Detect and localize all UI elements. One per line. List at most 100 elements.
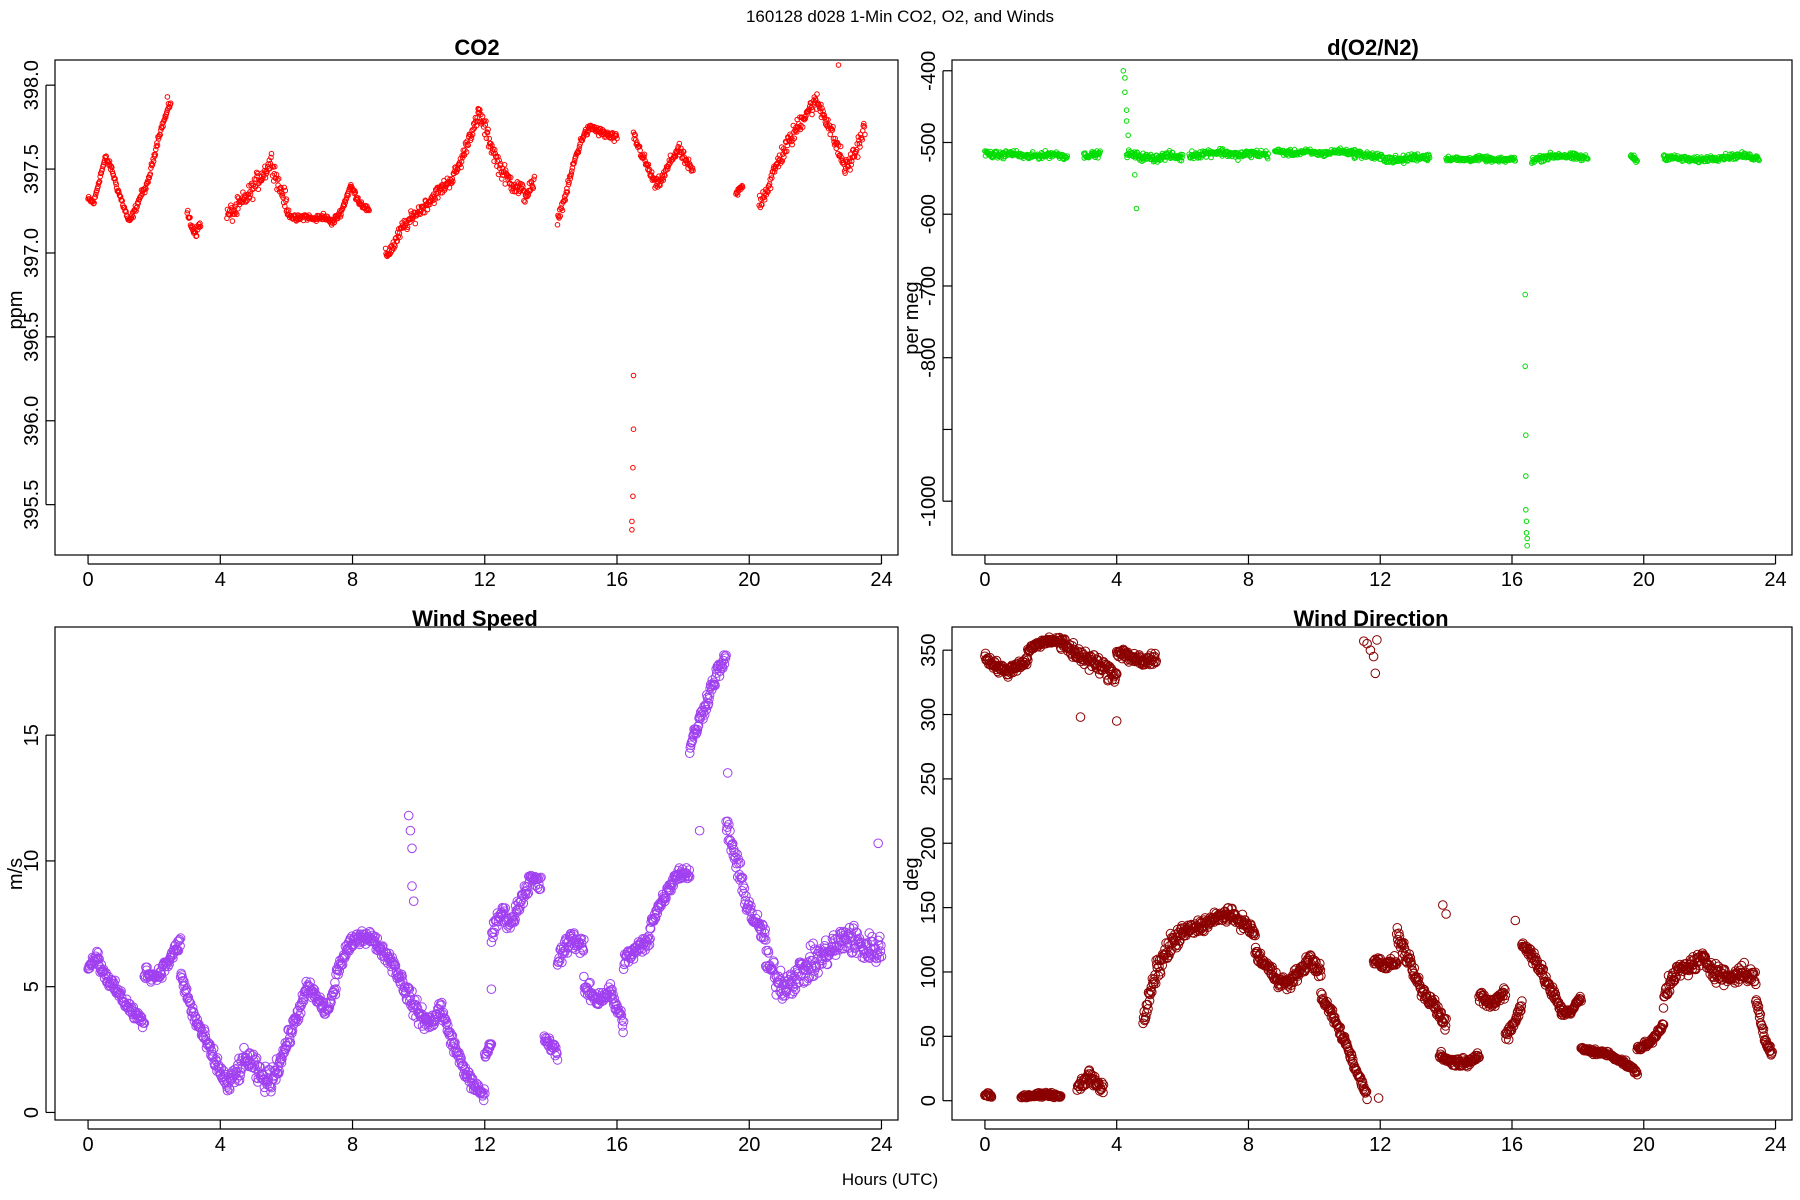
co2-point: [648, 169, 655, 175]
wind-direction-points: [980, 632, 1777, 1105]
co2-point: [153, 143, 160, 150]
wind-speed-point: [739, 883, 750, 894]
co2-point: [255, 186, 262, 193]
co2-point: [557, 213, 564, 219]
wind-speed-x-tick-label: 4: [215, 1134, 226, 1156]
co2-point: [269, 163, 275, 169]
wind-speed-point: [873, 838, 884, 849]
co2-point: [279, 191, 286, 197]
co2-point: [531, 176, 537, 183]
co2-point: [474, 115, 480, 121]
o2n2-x-tick-label: 0: [979, 569, 990, 591]
co2-point: [831, 139, 837, 145]
co2-point: [579, 137, 586, 144]
co2-point: [482, 122, 489, 128]
co2-point: [613, 132, 620, 139]
co2-panel: CO2 ppm 0 4 8 12 16 20 24395.5396.0396.5397.03…: [5, 35, 899, 591]
co2-point: [637, 147, 643, 154]
co2-point: [522, 199, 528, 205]
co2-point: [247, 191, 254, 197]
co2-point: [645, 161, 652, 168]
co2-point: [495, 153, 501, 160]
o2n2-y-tick-label: -800: [918, 338, 940, 378]
wind-speed-point: [407, 843, 417, 854]
co2-x-tick-label: 12: [474, 569, 496, 591]
o2n2-y-tick-label: -700: [918, 266, 940, 306]
co2-point: [92, 194, 98, 200]
co2-point: [821, 112, 828, 118]
o2n2-point: [1265, 151, 1271, 157]
co2-point: [680, 148, 687, 155]
o2n2-point: [1584, 155, 1590, 162]
co2-point: [859, 136, 866, 143]
co2-point: [394, 238, 401, 244]
co2-point: [231, 211, 238, 217]
co2-point: [106, 158, 113, 164]
co2-point: [507, 174, 514, 181]
wind-speed-x-tick-label: 0: [82, 1134, 93, 1156]
wind-speed-point: [407, 881, 417, 891]
co2-point: [266, 157, 273, 164]
co2-point: [531, 173, 538, 180]
co2-point: [448, 177, 455, 183]
co2-point: [143, 186, 149, 192]
co2-point: [847, 167, 853, 173]
co2-point: [630, 493, 636, 500]
co2-point: [861, 123, 868, 130]
o2n2-y-tick-label: -400: [918, 51, 940, 91]
co2-point: [505, 176, 511, 182]
wind-speed-point: [618, 1027, 628, 1038]
co2-point: [282, 187, 289, 194]
co2-point: [791, 135, 798, 142]
co2-point: [809, 111, 815, 118]
co2-point: [491, 158, 497, 165]
wind-speed-x-tick-label: 12: [474, 1134, 496, 1156]
co2-point: [197, 223, 204, 230]
co2-point: [569, 168, 575, 174]
co2-point: [689, 165, 696, 171]
co2-point: [799, 124, 806, 130]
co2-point: [112, 176, 118, 182]
co2-point: [450, 178, 456, 185]
co2-point: [521, 198, 527, 204]
co2-point: [584, 131, 591, 138]
co2-point: [484, 129, 491, 136]
o2n2-point: [1133, 205, 1140, 212]
co2-x-tick-label: 8: [347, 569, 358, 591]
co2-point: [826, 122, 833, 129]
co2-point: [396, 230, 403, 236]
co2-point: [147, 171, 154, 177]
co2-point: [264, 168, 270, 175]
co2-point: [123, 209, 129, 215]
co2-point: [187, 214, 193, 221]
o2n2-x-tick-label: 4: [1111, 569, 1122, 591]
wind-speed-point: [722, 768, 733, 778]
o2n2-point: [1064, 153, 1071, 159]
co2-point: [409, 216, 416, 222]
o2n2-point: [1522, 363, 1528, 370]
o2n2-x-tick-label: 8: [1243, 569, 1254, 591]
co2-point: [563, 192, 569, 198]
co2-y-tick-label: 397.5: [21, 144, 43, 194]
co2-point: [248, 180, 255, 187]
co2-point: [611, 138, 618, 144]
co2-point: [489, 142, 495, 149]
co2-point: [492, 150, 499, 157]
o2n2-y-tick-label: -500: [918, 122, 940, 162]
co2-x-tick-label: 20: [738, 569, 760, 591]
co2-point: [630, 426, 637, 433]
co2-point: [483, 135, 490, 142]
co2-point: [274, 176, 281, 183]
co2-point: [167, 100, 174, 106]
o2n2-point: [1123, 107, 1130, 113]
co2-x-tick-label: 16: [606, 569, 628, 591]
co2-x-tick-label: 0: [82, 569, 93, 591]
wind-speed-point: [486, 984, 497, 995]
co2-point: [789, 141, 796, 148]
co2-point: [853, 146, 860, 153]
co2-point: [767, 185, 774, 192]
co2-point: [851, 154, 858, 160]
o2n2-x-tick-label: 16: [1501, 569, 1523, 591]
wind-speed-x-tick-label: 8: [347, 1134, 358, 1156]
